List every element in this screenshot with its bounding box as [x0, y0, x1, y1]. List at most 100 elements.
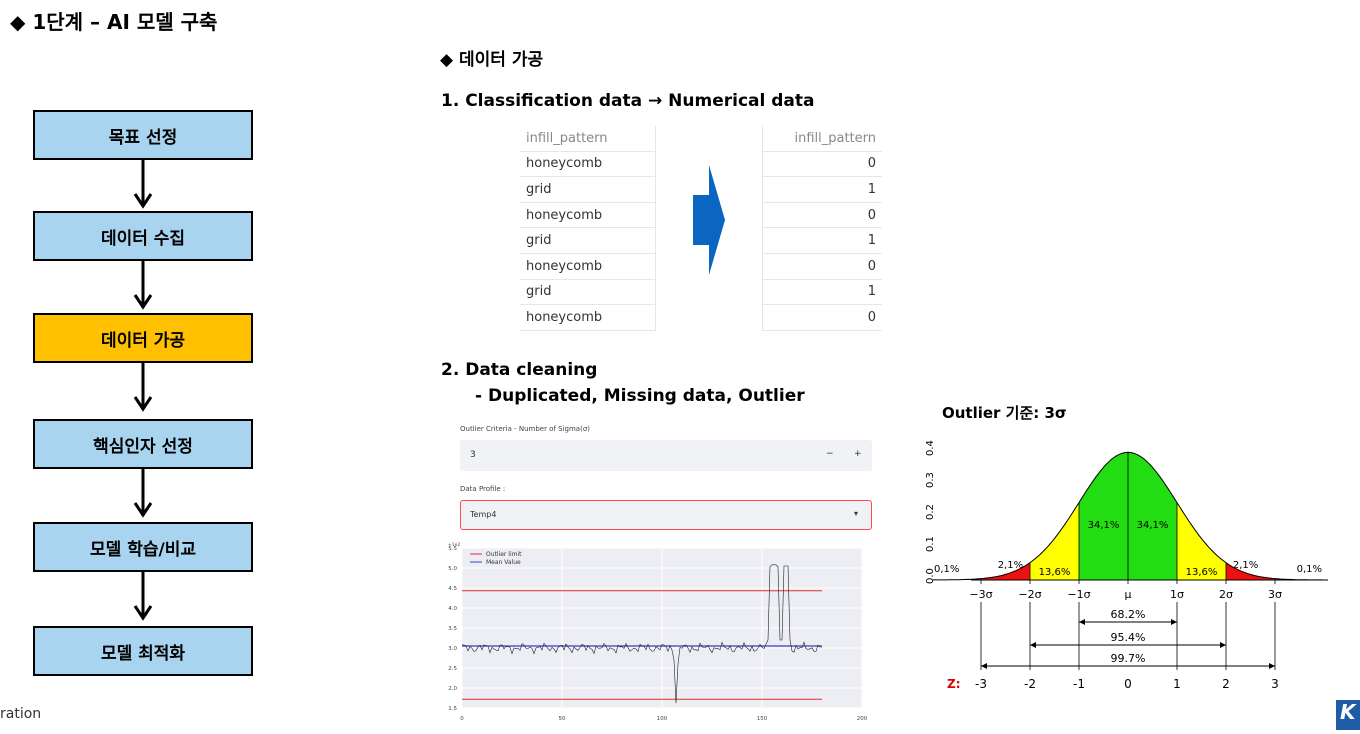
legend-label: Mean Value [486, 559, 521, 566]
step2-subheading: - Duplicated, Missing data, Outlier [475, 386, 805, 406]
legend-label: Outlier limit [486, 551, 522, 558]
y-tick-label: 0.2 [925, 504, 936, 520]
cell: honeycomb [520, 304, 656, 331]
header-cell: infill_pattern [762, 126, 882, 152]
x-tick-label: 150 [757, 716, 768, 722]
table-row: grid [520, 176, 656, 203]
x-tick-label: μ [1125, 588, 1132, 601]
tail-region-right [1226, 562, 1324, 580]
table-header: infill_pattern [520, 126, 656, 152]
density-curve [931, 451, 1325, 581]
flow-arrow-icon [133, 469, 153, 518]
footer-text: ration [0, 706, 42, 722]
tail-region-left [932, 562, 1030, 580]
normal-distribution-chart: 0.0 0.1 0.2 0.3 0.4 −3σ −2σ −1σ μ 1σ 2σ 3σ 0,1% 2,1% 1… [925, 440, 1328, 691]
cell: 0 [762, 151, 882, 178]
region-percent-label: 34,1% [1088, 520, 1120, 531]
cell: 0 [762, 202, 882, 229]
z-value: -2 [1024, 677, 1036, 691]
table-row: 1 [762, 279, 882, 306]
z-value: 1 [1173, 677, 1181, 691]
x-tick-label: −3σ [969, 588, 992, 601]
table-row: 1 [762, 227, 882, 254]
y-tick-label: 3.5 [448, 626, 457, 632]
table-row: honeycomb [520, 253, 656, 280]
cell: 1 [762, 279, 882, 306]
cell: grid [520, 279, 656, 306]
step1-heading: 1. Classification data → Numerical data [441, 91, 815, 111]
flow-arrow-icon [133, 160, 153, 209]
region-percent-label: 2,1% [998, 560, 1023, 571]
flow-arrow-icon [133, 261, 153, 310]
z-value: 3 [1271, 677, 1279, 691]
region-percent-label: 13,6% [1186, 567, 1218, 578]
y-tick-label: 1.5 [448, 706, 457, 712]
outlier-line-chart: 5.5 5.0 4.5 4.0 3.5 3.0 2.5 2.0 1.50 50 100 150 200 +… [448, 542, 868, 722]
x-tick-label: 100 [657, 716, 668, 722]
table-row: honeycomb [520, 202, 656, 229]
range-percent-label: 95.4% [1111, 631, 1146, 644]
y-tick-label: 2.0 [448, 686, 457, 692]
cell: honeycomb [520, 151, 656, 178]
y-tick-label: 5.5 [448, 546, 457, 552]
y-tick-label: 0.1 [925, 536, 936, 552]
increment-button[interactable]: + [854, 449, 862, 459]
z-value: -1 [1073, 677, 1085, 691]
cell: grid [520, 176, 656, 203]
profile-label: Data Profile : [460, 485, 506, 493]
z-label: Z: [947, 677, 961, 691]
table-row: 0 [762, 202, 882, 229]
flow-arrow-icon [133, 572, 153, 621]
region-percent-label: 0,1% [934, 564, 959, 575]
region-percent-label: 34,1% [1137, 520, 1169, 531]
table-header: infill_pattern [762, 126, 882, 152]
flow-arrow-icon [133, 363, 153, 412]
y-tick-label: 2.5 [448, 666, 457, 672]
y-tick-label: 5.0 [448, 566, 457, 572]
flow-step-collect: 데이터 수집 [33, 211, 253, 261]
sigma-value: 3 [470, 450, 476, 460]
cell: 0 [762, 304, 882, 331]
range-percent-label: 99.7% [1111, 652, 1146, 665]
range-percent-label: 68.2% [1111, 608, 1146, 621]
right-arrow-icon [693, 165, 725, 275]
x-tick-label: 2σ [1219, 588, 1233, 601]
y-tick-label: 4.5 [448, 586, 457, 592]
y-tick-label: 0.0 [925, 568, 936, 584]
cell: honeycomb [520, 253, 656, 280]
x-tick-label: 1σ [1170, 588, 1184, 601]
region-percent-label: 0,1% [1297, 564, 1322, 575]
page-title: ◆ 1단계 – AI 모델 구축 [10, 10, 218, 34]
table-row: honeycomb [520, 151, 656, 178]
z-value: 2 [1222, 677, 1230, 691]
table-row: 0 [762, 304, 882, 331]
x-tick-label: −1σ [1067, 588, 1090, 601]
table-row: grid [520, 227, 656, 254]
cell: 1 [762, 227, 882, 254]
cell: 0 [762, 253, 882, 280]
header-cell: infill_pattern [520, 126, 656, 152]
flow-step-train: 모델 학습/비교 [33, 522, 253, 572]
decrement-button[interactable]: − [826, 449, 834, 459]
x-tick-label: −2σ [1018, 588, 1041, 601]
profile-select[interactable]: Temp4 ▾ [460, 500, 872, 530]
z-value: 0 [1124, 677, 1132, 691]
y-tick-label: 0.3 [925, 472, 936, 488]
cell: grid [520, 227, 656, 254]
region-percent-label: 13,6% [1039, 567, 1071, 578]
chevron-down-icon: ▾ [854, 509, 859, 518]
outlier-criteria-text: Outlier 기준: 3σ [942, 404, 1067, 422]
table-numeric: infill_pattern 0 1 0 1 0 1 0 [762, 126, 882, 331]
sigma-number-input[interactable]: 3 − + [460, 440, 872, 471]
table-row: 1 [762, 176, 882, 203]
x-tick-label: 50 [559, 716, 566, 722]
criteria-label: Outlier Criteria - Number of Sigma(σ) [460, 425, 590, 433]
logo: K [1336, 700, 1360, 730]
table-row: honeycomb [520, 304, 656, 331]
step2-heading: 2. Data cleaning [441, 360, 598, 380]
profile-value: Temp4 [470, 510, 497, 519]
signal-series-line [461, 564, 823, 704]
table-row: 0 [762, 253, 882, 280]
cell: honeycomb [520, 202, 656, 229]
table-row: grid [520, 279, 656, 306]
